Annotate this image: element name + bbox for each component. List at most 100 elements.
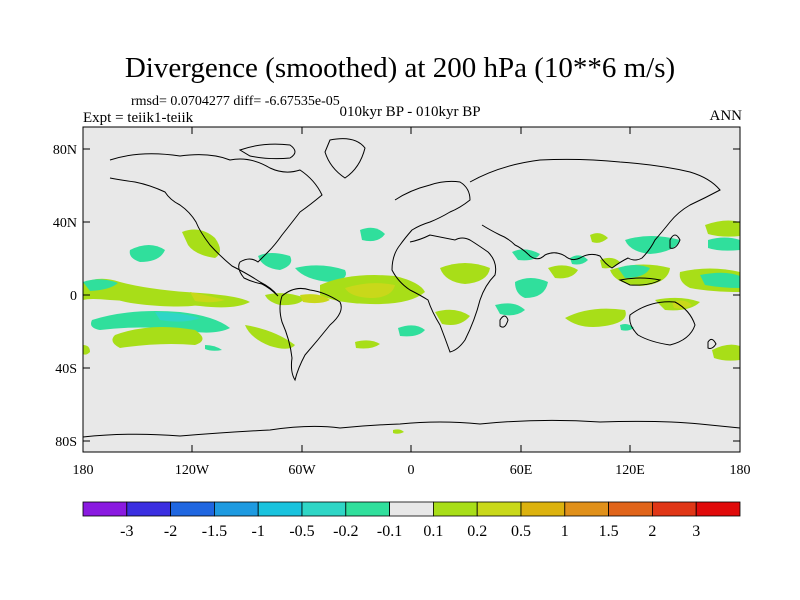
negative-region <box>570 255 588 265</box>
colorbar-label: 0.1 <box>423 523 443 540</box>
negative-region <box>515 278 548 298</box>
positive-region <box>190 292 225 303</box>
lat-label: 0 <box>70 289 77 304</box>
lat-axis: 80N 40N 0 40S 80S <box>53 143 77 450</box>
lon-axis: 180 120W 60W 0 60E 120E 180 <box>73 463 751 478</box>
colorbar-label: -1.5 <box>202 523 227 540</box>
colorbar-label: 0.2 <box>467 523 487 540</box>
map-ticks <box>83 127 740 452</box>
coast-south-america <box>279 288 342 382</box>
positive-region <box>265 293 305 306</box>
positive-region <box>112 326 203 348</box>
positive-region <box>245 325 295 349</box>
experiment-label: Expt = teiik1-teiik <box>83 110 194 126</box>
positive-region <box>435 309 470 325</box>
colorbar-label: -0.5 <box>289 523 314 540</box>
colorbar-swatch <box>82 501 128 517</box>
negative-region <box>91 311 230 333</box>
coastlines <box>82 138 741 438</box>
positive-region <box>548 265 578 279</box>
negative-region <box>398 325 425 337</box>
colorbar-label: -0.1 <box>377 523 402 540</box>
coast-new-zealand <box>707 338 717 349</box>
negative-region <box>155 312 200 322</box>
lon-label: 60E <box>510 463 533 478</box>
coast-japan <box>669 234 681 249</box>
positive-region <box>712 344 740 361</box>
positive-region <box>83 345 90 355</box>
positive-region <box>118 296 205 307</box>
colorbar-swatch <box>389 501 434 517</box>
lat-label: 40S <box>55 362 77 377</box>
colorbar-swatch <box>608 501 653 517</box>
coast-greenland <box>324 138 366 179</box>
negative-region <box>258 253 292 270</box>
positive-region <box>355 340 380 349</box>
lon-label: 120E <box>615 463 645 478</box>
colorbar-label: -2 <box>164 523 177 540</box>
negative-region <box>295 265 346 282</box>
coast-asia <box>469 158 721 269</box>
colorbar-swatch <box>652 501 697 517</box>
lon-label: 180 <box>730 463 751 478</box>
colorbar-swatch <box>695 501 741 517</box>
positive-region <box>182 229 220 258</box>
negative-region <box>700 272 740 288</box>
coast-indonesia <box>618 277 662 286</box>
colorbar-swatch <box>126 501 172 517</box>
negative-region <box>360 227 385 242</box>
coast-north-america <box>109 153 323 297</box>
colorbar: -3 -2 -1.5 -1 -0.5 -0.2 -0.1 0.1 0.2 0.5 1 1.5 2 3 <box>82 501 741 540</box>
positive-region <box>705 220 740 237</box>
lon-label: 0 <box>408 463 415 478</box>
positive-region <box>590 233 608 243</box>
positive-region <box>565 308 626 327</box>
colorbar-swatch <box>170 501 215 517</box>
negative-region <box>708 237 740 251</box>
colorbar-label: 1 <box>561 523 569 540</box>
lon-label: 120W <box>175 463 210 478</box>
positive-region <box>300 294 330 304</box>
colorbar-swatch <box>520 501 566 517</box>
coast-antarctica <box>82 419 741 438</box>
colorbar-swatch <box>564 501 609 517</box>
colorbar-label: 3 <box>692 523 700 540</box>
colorbar-swatch <box>213 501 259 517</box>
coast-arctic-islands <box>238 143 296 160</box>
negative-region <box>620 324 634 331</box>
colorbar-label: 0.5 <box>511 523 531 540</box>
stats-label: rmsd= 0.0704277 diff= -6.67535e-05 <box>131 94 340 109</box>
negative-region <box>495 303 525 316</box>
divergence-field <box>83 220 740 434</box>
negative-region <box>129 245 165 262</box>
colorbar-label: 1.5 <box>599 523 619 540</box>
lat-label: 80N <box>53 143 77 158</box>
page-title: Divergence (smoothed) at 200 hPa (10**6 … <box>124 52 676 84</box>
colorbar-label: -1 <box>252 523 265 540</box>
coast-madagascar <box>499 315 509 328</box>
negative-region <box>83 279 118 291</box>
lon-label: 60W <box>288 463 316 478</box>
colorbar-swatch <box>345 501 390 517</box>
colorbar-label: -0.2 <box>333 523 358 540</box>
colorbar-swatch <box>257 501 303 517</box>
positive-region <box>440 263 490 284</box>
negative-region <box>618 265 650 278</box>
coast-europe-africa <box>391 180 497 353</box>
colorbar-label: 2 <box>648 523 656 540</box>
colorbar-swatch <box>476 501 522 517</box>
season-label: ANN <box>709 108 743 124</box>
lat-label: 40N <box>53 216 77 231</box>
map-panel: 80N 40N 0 40S 80S 180 120W 60W 0 60E 120… <box>53 126 751 478</box>
period-label: 010kyr BP - 010kyr BP <box>339 104 481 120</box>
positive-region <box>393 429 404 434</box>
positive-region <box>345 283 395 298</box>
lat-label: 80S <box>55 435 77 450</box>
colorbar-swatch <box>301 501 347 517</box>
negative-region <box>205 345 222 351</box>
colorbar-label: -3 <box>120 523 133 540</box>
colorbar-swatch <box>432 501 478 517</box>
lon-label: 180 <box>73 463 94 478</box>
coast-australia <box>629 301 696 346</box>
